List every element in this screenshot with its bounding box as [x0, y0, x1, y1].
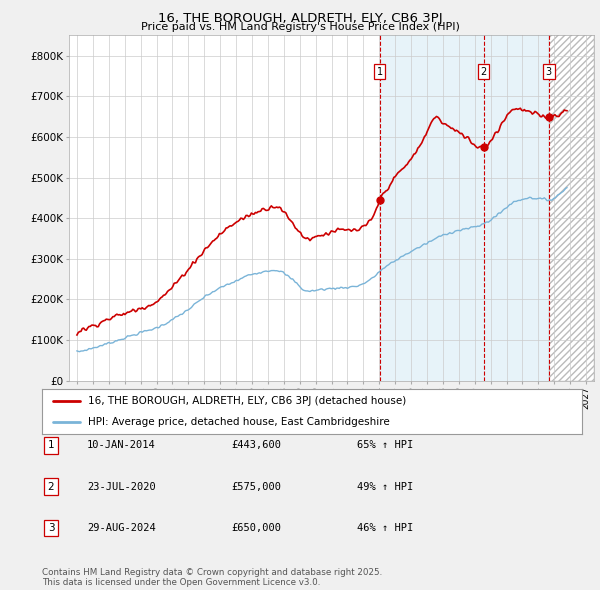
- Text: £650,000: £650,000: [231, 523, 281, 533]
- Bar: [549, 35, 594, 381]
- Text: £575,000: £575,000: [231, 482, 281, 491]
- Text: HPI: Average price, detached house, East Cambridgeshire: HPI: Average price, detached house, East…: [88, 417, 389, 427]
- Text: 3: 3: [546, 67, 552, 77]
- Text: 3: 3: [47, 523, 55, 533]
- Text: 65% ↑ HPI: 65% ↑ HPI: [357, 441, 413, 450]
- Bar: [380, 35, 484, 381]
- Text: 16, THE BOROUGH, ALDRETH, ELY, CB6 3PJ: 16, THE BOROUGH, ALDRETH, ELY, CB6 3PJ: [158, 12, 442, 25]
- Bar: [484, 35, 549, 381]
- Text: 23-JUL-2020: 23-JUL-2020: [87, 482, 156, 491]
- Text: 1: 1: [377, 67, 383, 77]
- Text: 29-AUG-2024: 29-AUG-2024: [87, 523, 156, 533]
- Text: 49% ↑ HPI: 49% ↑ HPI: [357, 482, 413, 491]
- Text: 2: 2: [47, 482, 55, 491]
- Text: 10-JAN-2014: 10-JAN-2014: [87, 441, 156, 450]
- Text: 16, THE BOROUGH, ALDRETH, ELY, CB6 3PJ (detached house): 16, THE BOROUGH, ALDRETH, ELY, CB6 3PJ (…: [88, 396, 406, 407]
- Text: 2: 2: [481, 67, 487, 77]
- Text: 46% ↑ HPI: 46% ↑ HPI: [357, 523, 413, 533]
- Text: 1: 1: [47, 441, 55, 450]
- Text: Contains HM Land Registry data © Crown copyright and database right 2025.
This d: Contains HM Land Registry data © Crown c…: [42, 568, 382, 587]
- Text: Price paid vs. HM Land Registry's House Price Index (HPI): Price paid vs. HM Land Registry's House …: [140, 22, 460, 32]
- Text: £443,600: £443,600: [231, 441, 281, 450]
